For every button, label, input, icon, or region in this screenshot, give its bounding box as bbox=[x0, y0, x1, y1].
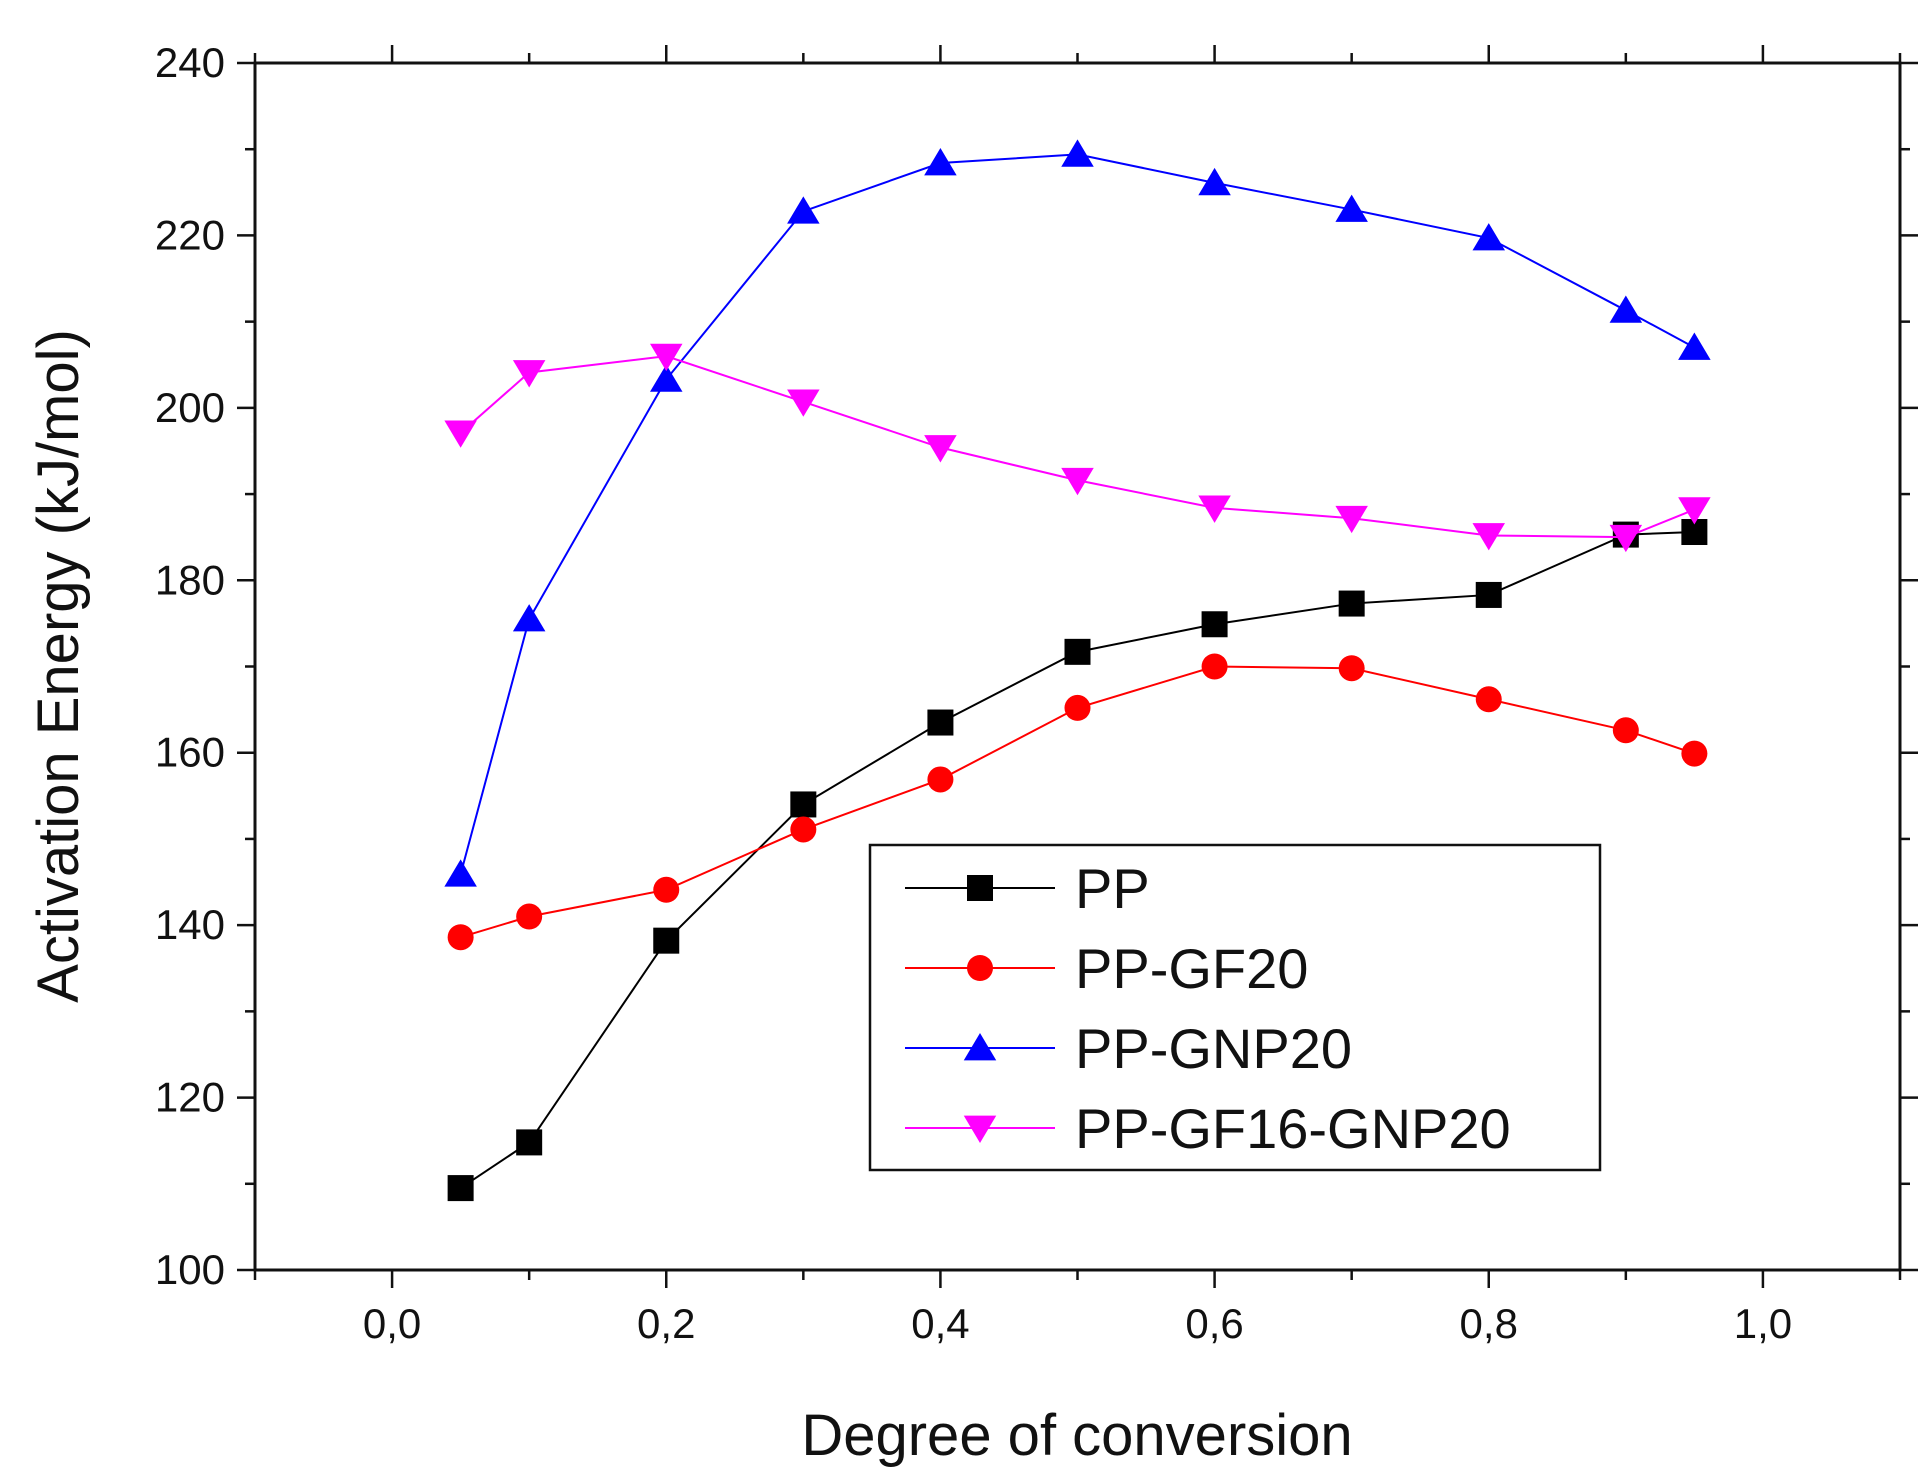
legend-item-pp: PP bbox=[905, 857, 1150, 920]
legend-marker bbox=[963, 1033, 997, 1061]
data-point-pp-gf16-gnp20 bbox=[1198, 495, 1231, 523]
data-point-pp bbox=[516, 1129, 543, 1156]
data-point-pp-gf16-gnp20 bbox=[787, 389, 820, 417]
data-point-pp-gf20 bbox=[1064, 694, 1091, 721]
x-tick-label: 1,0 bbox=[1734, 1300, 1792, 1347]
x-tick-label: 0,6 bbox=[1185, 1300, 1243, 1347]
x-tick-label: 0,0 bbox=[363, 1300, 421, 1347]
data-point-pp-gf20 bbox=[1475, 686, 1502, 713]
data-point-pp-gf16-gnp20 bbox=[1678, 497, 1711, 525]
data-point-pp-gf16-gnp20 bbox=[650, 343, 683, 372]
data-point-pp-gnp20 bbox=[1335, 194, 1368, 222]
data-point-pp-gnp20 bbox=[512, 604, 546, 632]
data-point-pp-gf16-gnp20 bbox=[444, 420, 477, 448]
legend-marker bbox=[967, 955, 993, 981]
data-point-pp-gnp20 bbox=[787, 196, 820, 224]
legend: PP PP-GF20 PP-GNP20 PP-GF16-GNP20 bbox=[868, 843, 1602, 1172]
data-point-pp bbox=[927, 709, 954, 736]
data-point-pp-gf20 bbox=[447, 924, 474, 951]
data-point-pp-gf16-gnp20 bbox=[1335, 505, 1368, 534]
data-point-pp-gf20 bbox=[1681, 740, 1708, 767]
data-point-pp-gf16-gnp20 bbox=[1472, 523, 1505, 551]
x-axis-title: Degree of conversion bbox=[801, 1403, 1352, 1468]
data-point-pp-gnp20 bbox=[1472, 223, 1505, 251]
y-tick-label: 140 bbox=[155, 901, 225, 948]
data-point-pp-gnp20 bbox=[444, 859, 477, 887]
data-point-pp-gf20 bbox=[1612, 717, 1639, 744]
data-point-pp-gf20 bbox=[1338, 655, 1365, 682]
data-point-pp-gf20 bbox=[653, 876, 680, 903]
data-point-pp-gnp20 bbox=[924, 148, 957, 176]
data-point-pp-gnp20 bbox=[1198, 167, 1231, 196]
data-point-pp bbox=[1338, 590, 1365, 617]
series-pp-gf20 bbox=[447, 653, 1708, 951]
data-point-pp-gnp20 bbox=[1609, 295, 1643, 323]
data-point-pp-gf20 bbox=[516, 903, 543, 930]
data-point-pp-gnp20 bbox=[1061, 139, 1094, 167]
x-tick-label: 0,4 bbox=[911, 1300, 969, 1347]
legend-label: PP bbox=[1075, 857, 1150, 920]
legend-label: PP-GF16-GNP20 bbox=[1075, 1097, 1511, 1160]
data-point-pp-gf16-gnp20 bbox=[924, 435, 957, 463]
data-point-pp bbox=[1201, 611, 1228, 638]
data-point-pp-gnp20 bbox=[1678, 332, 1711, 360]
data-point-pp-gf16-gnp20 bbox=[512, 360, 546, 388]
x-tick-label: 0,8 bbox=[1460, 1300, 1518, 1347]
y-tick-label: 240 bbox=[155, 39, 225, 86]
data-point-pp-gf20 bbox=[790, 816, 817, 843]
y-tick-label: 160 bbox=[155, 729, 225, 776]
data-point-pp-gnp20 bbox=[650, 364, 683, 392]
legend-marker bbox=[963, 1115, 997, 1143]
series-pp-gf16-gnp20 bbox=[444, 343, 1711, 553]
legend-item-pp-gf16-gnp20: PP-GF16-GNP20 bbox=[905, 1097, 1511, 1160]
data-point-pp bbox=[1475, 581, 1502, 608]
data-point-pp-gf16-gnp20 bbox=[1609, 524, 1643, 553]
y-axis-title: Activation Energy (kJ/mol) bbox=[26, 329, 91, 1003]
y-tick-label: 200 bbox=[155, 384, 225, 431]
y-tick-label: 100 bbox=[155, 1246, 225, 1293]
data-point-pp-gf20 bbox=[927, 766, 954, 793]
data-point-pp bbox=[1064, 638, 1091, 665]
data-point-pp bbox=[653, 927, 680, 954]
legend-label: PP-GNP20 bbox=[1075, 1017, 1352, 1080]
data-point-pp bbox=[447, 1175, 474, 1202]
legend-label: PP-GF20 bbox=[1075, 937, 1308, 1000]
y-tick-label: 220 bbox=[155, 211, 225, 258]
legend-item-pp-gnp20: PP-GNP20 bbox=[905, 1017, 1352, 1080]
series-pp-gnp20 bbox=[444, 139, 1711, 887]
data-point-pp bbox=[790, 791, 817, 818]
data-point-pp-gf16-gnp20 bbox=[1061, 467, 1094, 496]
legend-marker bbox=[967, 875, 993, 901]
x-tick-label: 0,2 bbox=[637, 1300, 695, 1347]
y-tick-label: 180 bbox=[155, 556, 225, 603]
y-tick-label: 120 bbox=[155, 1074, 225, 1121]
data-point-pp-gf20 bbox=[1201, 653, 1228, 680]
legend-item-pp-gf20: PP-GF20 bbox=[905, 937, 1308, 1000]
